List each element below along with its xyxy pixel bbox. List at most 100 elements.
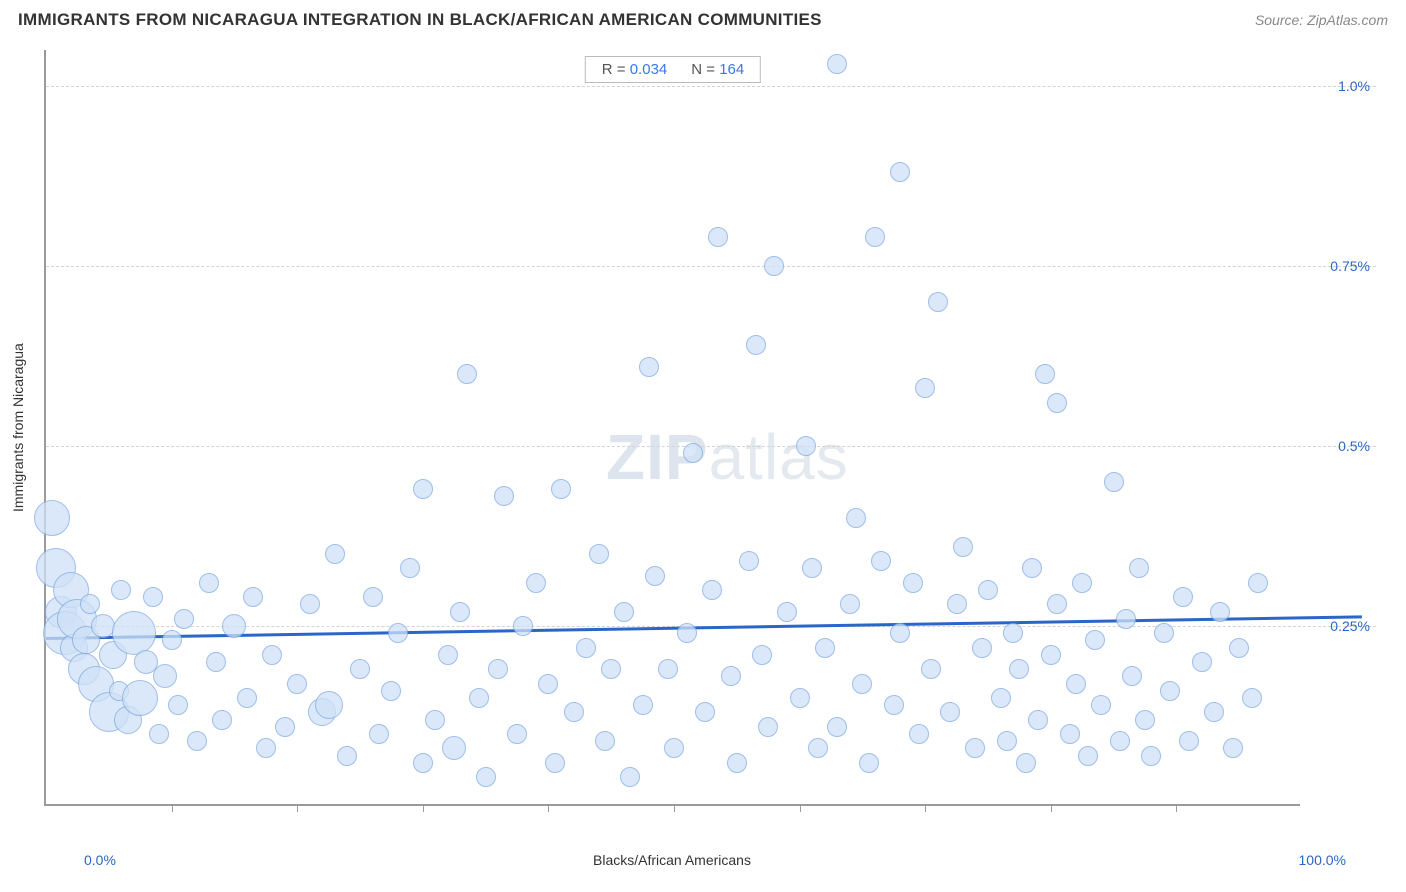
data-point [1154,623,1174,643]
data-point [1204,702,1224,722]
y-tick-label: 1.0% [1308,78,1370,94]
data-point [871,551,891,571]
data-point [846,508,866,528]
x-min-label: 0.0% [84,852,116,868]
plot-area: ZIPatlas R = 0.034 N = 164 0.25%0.5%0.75… [44,50,1300,806]
data-point [206,652,226,672]
data-point [1135,710,1155,730]
data-point [752,645,772,665]
data-point [997,731,1017,751]
data-point [664,738,684,758]
data-point [153,664,177,688]
data-point [457,364,477,384]
source-attribution: Source: ZipAtlas.com [1255,12,1388,28]
data-point [545,753,565,773]
x-tick [548,804,549,812]
y-tick-label: 0.5% [1308,438,1370,454]
data-point [909,724,929,744]
data-point [1091,695,1111,715]
data-point [702,580,722,600]
data-point [199,573,219,593]
data-point [1116,609,1136,629]
stats-box: R = 0.034 N = 164 [585,56,761,83]
data-point [469,688,489,708]
y-axis-label: Immigrants from Nicaragua [10,50,26,806]
data-point [808,738,828,758]
watermark: ZIPatlas [606,420,849,494]
data-point [513,616,533,636]
data-point [507,724,527,744]
data-point [111,580,131,600]
data-point [350,659,370,679]
data-point [865,227,885,247]
data-point [884,695,904,715]
data-point [576,638,596,658]
x-max-label: 100.0% [1299,852,1346,868]
data-point [852,674,872,694]
r-stat: R = 0.034 [602,61,667,78]
data-point [488,659,508,679]
data-point [940,702,960,722]
data-point [721,666,741,686]
data-point [589,544,609,564]
data-point [991,688,1011,708]
data-point [777,602,797,622]
data-point [972,638,992,658]
data-point [112,611,156,655]
data-point [174,609,194,629]
data-point [287,674,307,694]
data-point [1060,724,1080,744]
data-point [212,710,232,730]
data-point [645,566,665,586]
data-point [708,227,728,247]
x-tick [1176,804,1177,812]
data-point [1160,681,1180,701]
data-point [425,710,445,730]
data-point [859,753,879,773]
x-tick [674,804,675,812]
data-point [80,594,100,614]
y-tick-label: 0.75% [1308,258,1370,274]
data-point [168,695,188,715]
data-point [1242,688,1262,708]
data-point [143,587,163,607]
data-point [34,500,70,536]
data-point [1003,623,1023,643]
data-point [840,594,860,614]
data-point [1223,738,1243,758]
chart-title: IMMIGRANTS FROM NICARAGUA INTEGRATION IN… [18,10,822,30]
y-tick-label: 0.25% [1308,618,1370,634]
data-point [1072,573,1092,593]
data-point [1078,746,1098,766]
data-point [965,738,985,758]
data-point [928,292,948,312]
data-point [639,357,659,377]
data-point [601,659,621,679]
x-axis-label: Blacks/African Americans [44,852,1300,868]
data-point [363,587,383,607]
data-point [526,573,546,593]
data-point [1210,602,1230,622]
data-point [915,378,935,398]
data-point [315,691,343,719]
data-point [413,479,433,499]
data-point [1009,659,1029,679]
data-point [683,443,703,463]
data-point [1016,753,1036,773]
x-tick [297,804,298,812]
data-point [381,681,401,701]
scatter-chart: ZIPatlas R = 0.034 N = 164 0.25% 0.5% 0.75… [44,50,1374,830]
data-point [815,638,835,658]
n-stat: N = 164 [691,61,744,78]
data-point [538,674,558,694]
data-point [325,544,345,564]
data-point [237,688,257,708]
x-tick [423,804,424,812]
data-point [758,717,778,737]
data-point [388,623,408,643]
data-point [1028,710,1048,730]
data-point [149,724,169,744]
data-point [827,54,847,74]
data-point [413,753,433,773]
data-point [903,573,923,593]
